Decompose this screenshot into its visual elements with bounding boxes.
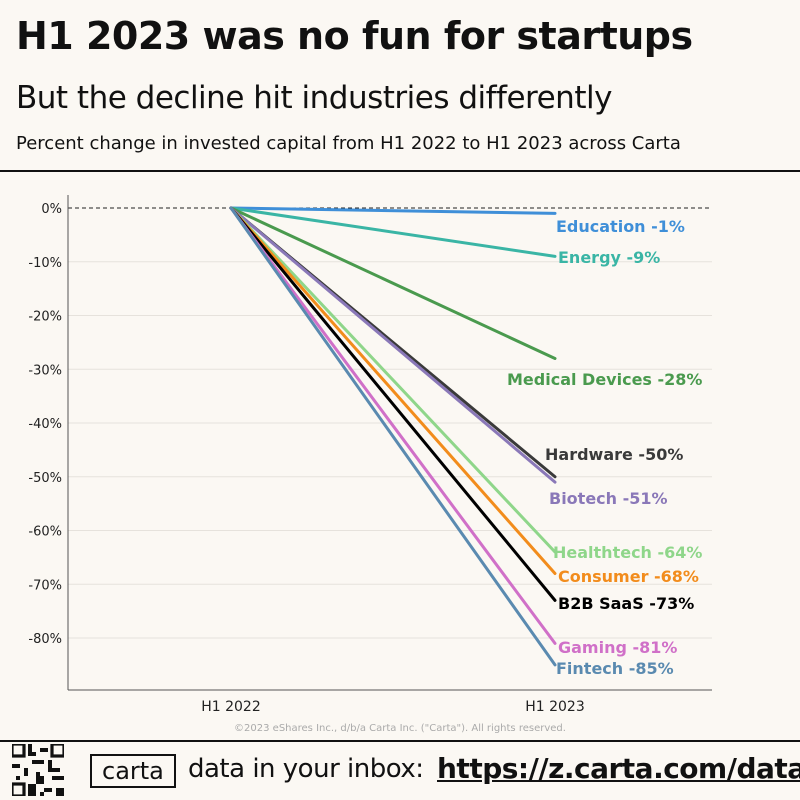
divider: [0, 170, 800, 172]
data-label: Hardware -50%: [545, 445, 683, 464]
data-label: Fintech -85%: [556, 659, 674, 678]
carta-logo: carta: [90, 754, 176, 788]
y-tick-label: -70%: [28, 578, 62, 593]
x-tick-label: H1 2022: [201, 699, 261, 715]
data-label: Healthtech -64%: [553, 543, 702, 562]
data-label: Gaming -81%: [558, 638, 677, 657]
copyright: ©2023 eShares Inc., d/b/a Carta Inc. ("C…: [234, 723, 566, 734]
series-line-b2b-saas: [229, 206, 557, 602]
y-tick-label: -60%: [28, 525, 62, 540]
page-title: H1 2023 was no fun for startups: [16, 14, 693, 58]
qr-code-icon[interactable]: [12, 744, 64, 796]
data-label: B2B SaaS -73%: [558, 594, 694, 613]
series-line-biotech: [229, 206, 557, 484]
series-line-consumer: [229, 206, 557, 575]
data-label: Medical Devices -28%: [507, 370, 702, 389]
subscribe-link[interactable]: https://z.carta.com/data: [437, 752, 800, 785]
y-tick-label: 0%: [41, 202, 62, 217]
y-tick-label: -50%: [28, 471, 62, 486]
y-tick-label: -30%: [28, 363, 62, 378]
y-tick-label: -80%: [28, 632, 62, 647]
data-label: Consumer -68%: [558, 567, 699, 586]
series-line-education: [229, 206, 557, 215]
data-label: Education -1%: [556, 217, 685, 236]
chart-description: Percent change in invested capital from …: [16, 133, 681, 154]
cta-text: data in your inbox:: [188, 754, 424, 784]
series-line-energy: [229, 206, 557, 258]
y-tick-label: -40%: [28, 417, 62, 432]
divider: [0, 740, 800, 742]
page-subtitle: But the decline hit industries different…: [16, 80, 612, 116]
series-line-medical-devices: [229, 206, 557, 360]
series-line-healthtech: [229, 206, 557, 554]
data-label: Energy -9%: [558, 248, 660, 267]
data-label: Biotech -51%: [549, 489, 668, 508]
series-line-gaming: [229, 206, 557, 645]
y-tick-label: -20%: [28, 310, 62, 325]
series-line-fintech: [229, 206, 557, 667]
y-tick-label: -10%: [28, 256, 62, 271]
x-tick-label: H1 2023: [525, 699, 585, 715]
